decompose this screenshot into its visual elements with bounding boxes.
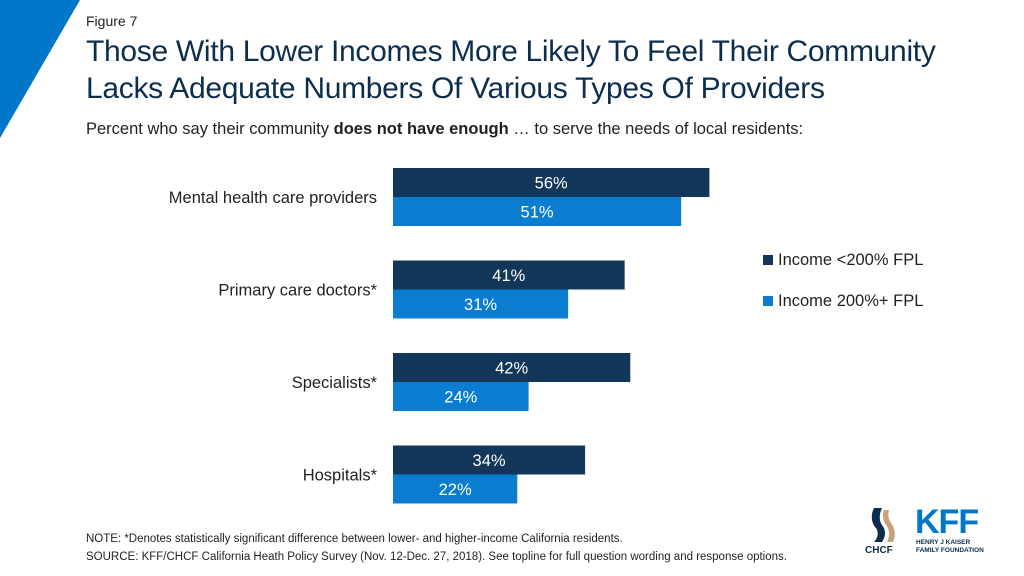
legend-item-low-income: Income <200% FPL xyxy=(763,250,923,270)
data-label-hospitals-series-2: 22% xyxy=(439,481,472,499)
subtitle-text-end: … to serve the needs of local residents: xyxy=(508,120,804,138)
data-label-specialists-series-2: 24% xyxy=(444,389,477,407)
chart-title: Those With Lower Incomes More Likely To … xyxy=(86,35,936,105)
logos: CHCF KFF HENRY J KAISER FAMILY FOUNDATIO… xyxy=(862,504,992,560)
corner-accent-shape xyxy=(0,0,80,138)
bar-mental-health-care-providers-series-1 xyxy=(393,168,710,197)
bar-chart: Mental health care providers 56% 51% Primar… xyxy=(169,164,710,508)
bar-primary-care-doctors-series-2 xyxy=(393,289,569,319)
bar-mental-health-care-providers-series-2 xyxy=(393,197,682,226)
footer-note: NOTE: *Denotes statistically significant… xyxy=(86,533,623,545)
legend-swatch-low-income xyxy=(763,255,773,265)
category-label-mental-health-care-providers: Mental health care providers xyxy=(169,189,377,207)
category-label-specialists: Specialists* xyxy=(292,374,378,392)
footer-source: SOURCE: KFF/CHCF California Heath Policy… xyxy=(86,551,787,563)
legend-label-high-income: Income 200%+ FPL xyxy=(778,291,924,310)
category-label-primary-care-doctors: Primary care doctors* xyxy=(218,282,377,300)
chart-subtitle: Percent who say their community does not… xyxy=(86,120,803,139)
legend-swatch-high-income xyxy=(763,296,773,306)
bar-hospitals-series-1 xyxy=(393,445,586,475)
data-label-hospitals-series-1: 34% xyxy=(473,452,506,470)
figure-label: Figure 7 xyxy=(86,13,138,29)
data-label-primary-care-doctors-series-1: 41% xyxy=(492,267,525,285)
subtitle-text-start: Percent who say their community xyxy=(86,120,334,138)
legend-label-low-income: Income <200% FPL xyxy=(778,250,924,269)
bar-hospitals-series-2 xyxy=(393,474,518,504)
data-label-mental-health-care-providers-series-2: 51% xyxy=(521,204,554,222)
chart-legend: Income <200% FPL Income 200%+ FPL xyxy=(763,250,923,332)
category-label-hospitals: Hospitals* xyxy=(303,467,378,485)
kff-logo-text: KFF xyxy=(915,503,979,541)
chcf-logo-icon xyxy=(871,508,895,542)
subtitle-emphasis: does not have enough xyxy=(333,120,509,138)
kff-logo-line-2: FAMILY FOUNDATION xyxy=(916,547,984,554)
kff-logo-subtext: HENRY J KAISER FAMILY FOUNDATION xyxy=(916,539,984,555)
chcf-logo-text: CHCF xyxy=(865,545,893,556)
bar-specialists-series-1 xyxy=(393,353,631,382)
data-label-primary-care-doctors-series-2: 31% xyxy=(464,296,497,314)
legend-item-high-income: Income 200%+ FPL xyxy=(763,291,923,311)
data-label-mental-health-care-providers-series-1: 56% xyxy=(535,175,568,193)
bar-primary-care-doctors-series-1 xyxy=(393,260,625,290)
kff-logo-line-1: HENRY J KAISER xyxy=(916,539,971,546)
footer: NOTE: *Denotes statistically significant… xyxy=(86,530,787,566)
bar-specialists-series-2 xyxy=(393,382,529,411)
data-label-specialists-series-1: 42% xyxy=(495,360,528,378)
